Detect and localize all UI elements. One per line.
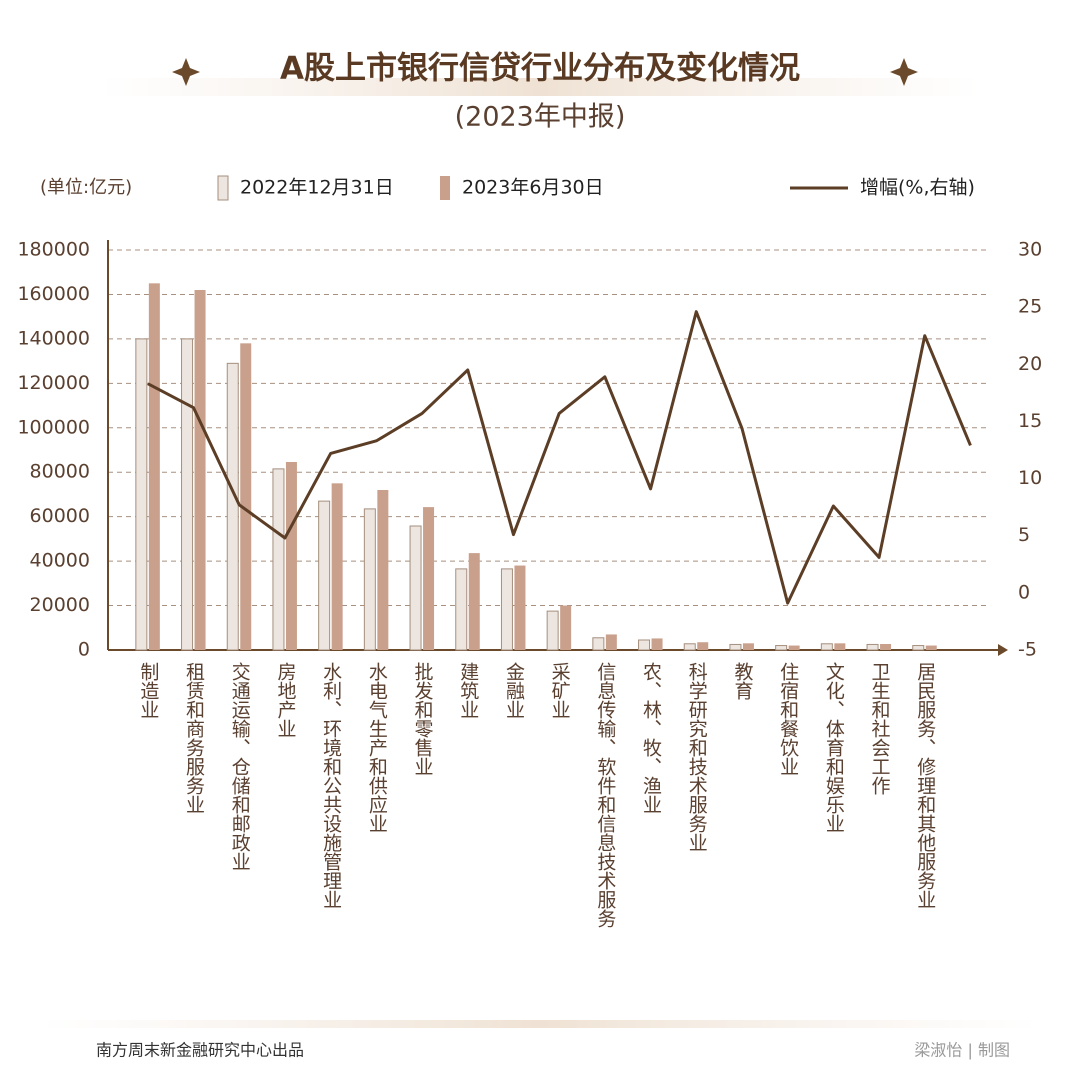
y2-tick-label: 30 xyxy=(1018,239,1042,261)
bar xyxy=(272,468,285,651)
x-tick-label: 文化、体育和娱乐业 xyxy=(823,662,845,833)
y2-tick-label: 25 xyxy=(1018,296,1042,318)
chart-subtitle: (2023年中报) xyxy=(455,102,626,133)
bar xyxy=(697,642,709,650)
bar xyxy=(651,638,663,650)
legend-label: 增幅(%,右轴) xyxy=(860,177,975,199)
x-tick-label: 住宿和餐饮业 xyxy=(777,662,799,776)
y-tick-label: 100000 xyxy=(17,416,90,438)
bar xyxy=(546,610,559,651)
bar xyxy=(775,645,788,651)
bar xyxy=(638,639,651,651)
bar xyxy=(592,637,605,651)
y2-tick-label: 0 xyxy=(1018,581,1030,603)
x-tick-label: 居民服务、修理和其他服务业 xyxy=(914,662,936,909)
title-band xyxy=(100,78,980,96)
y2-tick-label: 5 xyxy=(1018,524,1030,546)
x-tick-label: 制造业 xyxy=(137,662,159,719)
bar xyxy=(285,462,297,650)
legend-label: 2022年12月31日 xyxy=(240,177,394,199)
bar xyxy=(500,568,513,651)
bar xyxy=(729,643,742,651)
bar xyxy=(514,565,526,650)
bar xyxy=(560,605,572,650)
bar xyxy=(880,644,892,650)
x-tick-label: 教育 xyxy=(731,662,753,701)
bar xyxy=(148,283,160,650)
unit-label: (单位:亿元) xyxy=(40,177,132,198)
bar xyxy=(788,645,800,650)
legend-swatch xyxy=(217,175,229,201)
bar xyxy=(468,553,480,650)
y2-tick-label: 15 xyxy=(1018,410,1042,432)
bar xyxy=(820,643,833,651)
x-tick-label: 交通运输、仓储和邮政业 xyxy=(229,662,251,871)
line xyxy=(147,310,972,605)
x-tick-label: 房地产业 xyxy=(274,662,296,738)
bar xyxy=(423,507,435,650)
bar xyxy=(377,490,389,650)
bar xyxy=(455,568,468,651)
footer-source: 南方周末新金融研究中心出品 xyxy=(96,1041,304,1060)
bar xyxy=(925,645,937,650)
y-tick-label: 80000 xyxy=(30,461,90,483)
y-tick-label: 120000 xyxy=(17,372,90,394)
y2-tick-label: -5 xyxy=(1018,639,1037,661)
bar xyxy=(135,338,148,651)
bar xyxy=(866,643,879,651)
bar xyxy=(363,508,376,651)
bar xyxy=(181,338,194,651)
bar xyxy=(834,643,846,650)
x-tick-label: 租赁和商务服务业 xyxy=(183,662,205,814)
legend-swatch xyxy=(440,176,450,200)
x-tick-label: 科学研究和技术服务业 xyxy=(686,662,708,852)
bar xyxy=(226,362,239,651)
star xyxy=(890,58,918,86)
y-tick-label: 60000 xyxy=(30,505,90,527)
y-tick-label: 40000 xyxy=(30,550,90,572)
x-tick-label: 卫生和社会工作 xyxy=(869,662,891,795)
y2-tick-label: 20 xyxy=(1018,353,1042,375)
x-tick-label: 建筑业 xyxy=(457,662,479,719)
x-tick-label: 金融业 xyxy=(503,662,525,719)
x-tick-label: 批发和零售业 xyxy=(412,662,434,776)
footer-credit: 梁淑怡 | 制图 xyxy=(914,1041,1010,1060)
x-tick-label: 水电气生产和供应业 xyxy=(366,662,388,833)
x-tick-label: 农、林、牧、渔业 xyxy=(640,662,662,814)
y-tick-label: 20000 xyxy=(30,594,90,616)
y-tick-label: 180000 xyxy=(17,239,90,261)
legend-label: 2023年6月30日 xyxy=(462,177,604,199)
bar xyxy=(605,634,617,650)
footer-band xyxy=(40,1020,1040,1028)
x-tick-label: 水利、环境和公共设施管理业 xyxy=(320,662,342,909)
x-tick-label: 信息传输、软件和信息技术服务 xyxy=(594,662,616,928)
bar xyxy=(742,643,754,650)
x-tick-label: 采矿业 xyxy=(549,662,571,719)
y2-tick-label: 10 xyxy=(1018,467,1042,489)
x-axis-arrow xyxy=(998,644,1008,656)
y-tick-label: 140000 xyxy=(17,327,90,349)
star xyxy=(172,58,200,86)
bar xyxy=(331,483,343,650)
bar xyxy=(318,500,331,651)
y-tick-label: 0 xyxy=(78,639,90,661)
bar xyxy=(240,343,252,650)
bar xyxy=(409,525,422,651)
bar xyxy=(194,290,206,650)
bar xyxy=(683,643,696,651)
y-tick-label: 160000 xyxy=(17,283,90,305)
bar xyxy=(912,645,925,651)
chart-title: A股上市银行信贷行业分布及变化情况 xyxy=(280,51,800,87)
